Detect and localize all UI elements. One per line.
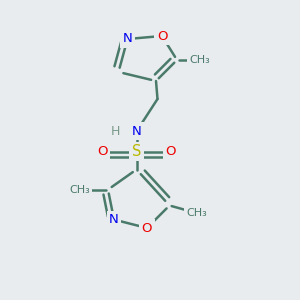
Text: O: O [166, 145, 176, 158]
Text: O: O [142, 221, 152, 235]
Text: O: O [97, 145, 107, 158]
Text: N: N [132, 125, 141, 138]
Text: N: N [123, 32, 132, 46]
Text: CH₃: CH₃ [186, 208, 207, 218]
Text: O: O [157, 29, 167, 43]
Text: H: H [111, 125, 120, 138]
Text: N: N [109, 213, 119, 226]
Text: S: S [132, 144, 141, 159]
Text: CH₃: CH₃ [189, 55, 210, 65]
Text: CH₃: CH₃ [69, 184, 90, 195]
